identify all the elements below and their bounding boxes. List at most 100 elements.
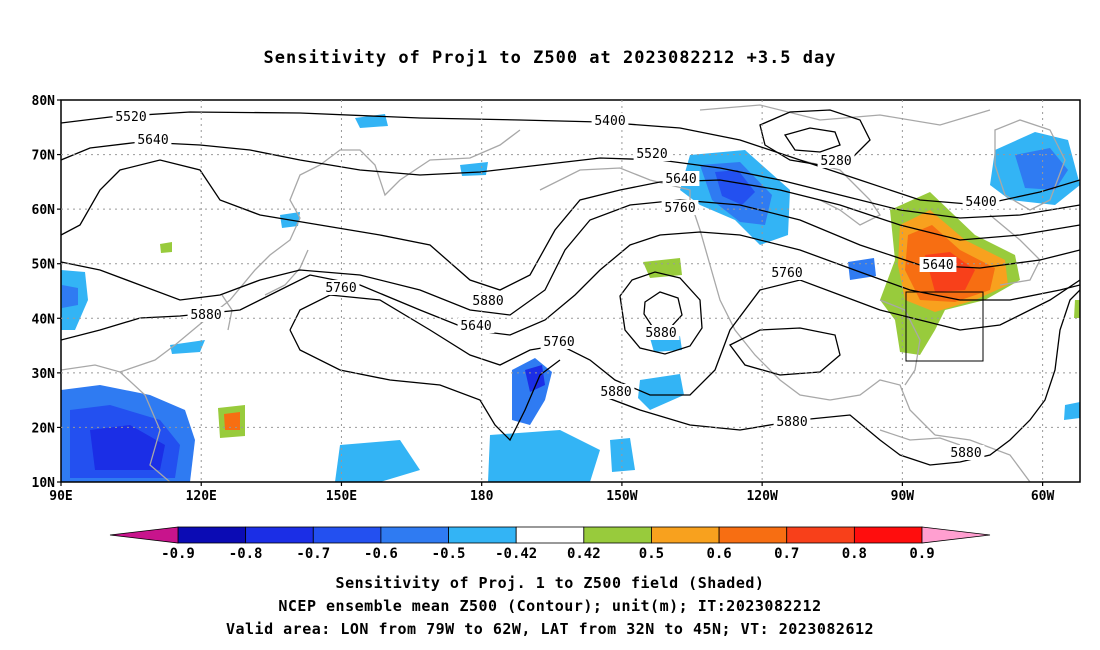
footer-valid-area-note: Valid area: LON from 79W to 62W, LAT fro… (225, 620, 875, 638)
contour-label: 5760 (543, 335, 574, 350)
coast-greenland (994, 119, 1066, 211)
shade-west-pacific-inner (90, 425, 165, 470)
shade-atlantic-green (1074, 300, 1080, 318)
contour-line (61, 159, 1080, 291)
x-tick-label: 180 (470, 489, 494, 504)
contour-label-bg (947, 445, 985, 460)
contour-label-bg (187, 307, 225, 322)
coastlines (61, 104, 1066, 482)
y-tick-label: 10N (32, 476, 56, 491)
contour-label-bg (768, 265, 806, 280)
colorbar-high-end (921, 526, 991, 544)
contour-line (61, 141, 1080, 219)
colorbar-label: -0.5 (432, 546, 466, 562)
colorbar-segment (515, 526, 585, 544)
colorbar-segment (245, 526, 314, 544)
colorbar-label: 0.8 (842, 546, 867, 562)
y-tick-label: 80N (32, 94, 56, 109)
colorbar-label: -0.42 (495, 546, 537, 562)
contour-label-bg (662, 171, 700, 186)
contour-line (599, 289, 1080, 466)
sensitivity-shading (61, 114, 1080, 482)
coast-asia-east (61, 129, 521, 373)
contour-label: 5880 (950, 446, 981, 461)
contour-line (759, 109, 871, 166)
contour-label: 5640 (665, 172, 696, 187)
shade-east-atlantic (1064, 402, 1080, 420)
colorbar-label: 0.9 (909, 546, 934, 562)
colorbar-label: 0.6 (706, 546, 731, 562)
y-tick-label: 70N (32, 149, 56, 164)
shade-nw-america-inner (715, 170, 755, 205)
contour-label: 5400 (965, 195, 996, 210)
contour-label: 5880 (190, 308, 221, 323)
colorbar-segment (718, 526, 788, 544)
shade-bering (460, 162, 488, 176)
x-tick-label: 120W (746, 489, 777, 504)
z500-contours (61, 109, 1080, 466)
coast-gulf (829, 379, 936, 436)
contour-line (61, 231, 1080, 341)
contour-label-bg (919, 257, 957, 272)
colorbar-segment (583, 526, 652, 544)
contour-label: 5280 (820, 154, 851, 169)
contour-label-bg (457, 318, 495, 333)
coast-caribbean (879, 429, 961, 446)
coast-se-asia (119, 371, 171, 482)
contour-label: 5760 (664, 201, 695, 216)
y-tick-label: 20N (32, 421, 56, 436)
gridlines (57, 99, 1080, 486)
contour-label: 5880 (600, 385, 631, 400)
contour-label-bg (112, 109, 150, 124)
contour-label-bg (962, 194, 1000, 209)
footer-contour-note: NCEP ensemble mean Z500 (Contour); unit(… (278, 597, 822, 615)
coast-japan (264, 249, 309, 296)
colorbar-label: 0.7 (774, 546, 799, 562)
colorbar-segment (380, 526, 449, 544)
colorbar: -0.9 -0.8 -0.7 -0.6 -0.5 -0.42 0.42 0.5 0.6 0.7 0.… (109, 526, 991, 562)
contour-label: 5520 (636, 147, 667, 162)
y-tick-label: 60N (32, 203, 56, 218)
colorbar-label: 0.5 (639, 546, 664, 562)
contour-label: 5760 (325, 281, 356, 296)
shade-kamchatka (355, 114, 388, 128)
contour-label: 5760 (771, 266, 802, 281)
shade-trop-pacific-2 (488, 430, 600, 482)
contour-line (729, 327, 841, 376)
colorbar-segment (312, 526, 382, 544)
x-tick-label: 150E (326, 489, 357, 504)
y-tick-label: 30N (32, 367, 56, 382)
colorbar-label: -0.6 (364, 546, 398, 562)
shade-central-pacific-core (525, 365, 545, 392)
contour-label: 5400 (594, 114, 625, 129)
contour-label-bg (817, 153, 855, 168)
shade-greenland-core (1015, 148, 1068, 190)
valid-area-box (905, 291, 984, 362)
colorbar-segment (448, 526, 517, 544)
contour-label-bg (597, 384, 635, 399)
shade-gulf-alaska (638, 374, 684, 410)
shade-siberia-green (160, 242, 172, 253)
shade-west-pacific-orange (224, 412, 240, 430)
contour-line (289, 279, 1080, 396)
x-tick-label: 60W (1031, 489, 1055, 504)
colorbar-segment (651, 526, 720, 544)
shade-nepac-green (643, 258, 682, 278)
contour-label-bg (540, 334, 578, 349)
contour-line (619, 271, 703, 355)
contour-line (289, 329, 561, 442)
colorbar-label: 0.42 (567, 546, 601, 562)
colorbar-segment (177, 526, 247, 544)
contour-label: 5880 (472, 294, 503, 309)
coast-korea (221, 294, 233, 331)
contour-label: 5880 (645, 326, 676, 341)
x-tick-label: 120E (186, 489, 217, 504)
contour-label: 5640 (460, 319, 491, 334)
coast-alaska (539, 167, 691, 200)
coast-arctic (699, 104, 991, 126)
coast-na-west (689, 199, 831, 401)
colorbar-label: -0.9 (161, 546, 195, 562)
shade-trop-pacific-3 (610, 438, 635, 472)
